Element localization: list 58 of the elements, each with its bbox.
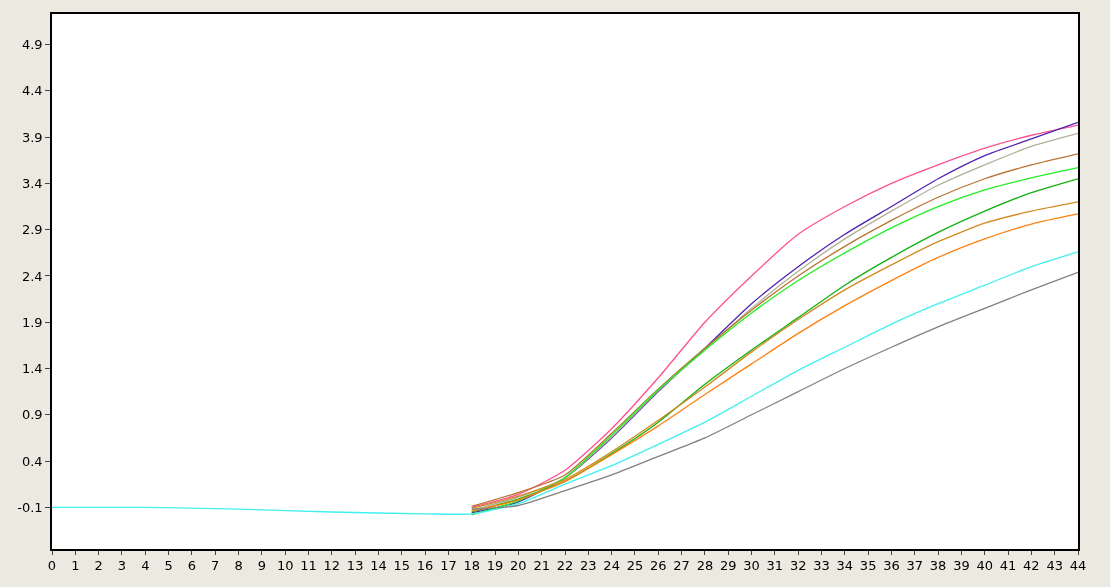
x-tick-label: 30 [743,558,760,574]
y-tick-label: 0.9 [21,407,43,423]
x-tick-label: 17 [440,558,457,574]
x-tick-label: 14 [370,558,387,574]
x-tick-label: 2 [94,558,103,574]
x-tick-label: 24 [603,558,620,574]
x-tick-label: 4 [141,558,150,574]
x-tick-label: 35 [859,558,877,574]
y-tick-label: 0.4 [21,453,43,469]
y-tick-label: -0.1 [17,499,43,515]
y-tick-label: 4.9 [21,37,43,53]
x-tick-label: 16 [416,558,434,574]
x-tick-label: 22 [556,558,574,574]
x-tick-label: 42 [1023,558,1040,574]
x-tick-label: 26 [650,558,667,574]
x-tick-label: 8 [234,558,243,574]
x-tick-label: 19 [486,558,504,574]
x-tick-label: 32 [789,558,807,574]
x-tick-label: 31 [766,558,784,574]
x-tick-label: 1 [71,558,80,574]
x-tick-label: 18 [463,558,480,574]
y-tick-label: 2.9 [21,222,43,238]
x-tick-label: 11 [300,558,317,574]
line-series [52,251,1078,515]
x-tick-label: 5 [164,558,173,574]
x-tick-label: 0 [47,558,57,574]
x-tick-label: 27 [673,558,690,574]
y-tick-label: 4.4 [21,83,43,99]
y-tick-label: 1.9 [21,314,43,330]
x-tick-label: 40 [976,558,993,574]
x-tick-label: 37 [906,558,924,574]
x-tick-label: 29 [719,558,737,574]
line-series [471,271,1078,510]
x-tick-label: 25 [626,558,644,574]
x-tick-label: 34 [836,558,854,574]
y-tick-label: 1.4 [21,361,43,377]
x-tick-label: 20 [510,558,527,574]
x-tick-label: 12 [323,558,341,574]
x-tick-label: 6 [187,558,197,574]
x-tick-label: 15 [393,558,411,574]
x-tick-label: 41 [999,558,1017,574]
x-tick-label: 9 [257,558,266,574]
y-tick-label: 2.4 [21,268,43,284]
y-tick-label: 3.9 [21,129,43,145]
x-tick-label: 33 [813,558,830,574]
x-tick-label: 3 [117,558,127,574]
y-tick-label: 3.4 [21,175,43,191]
x-tick-label: 38 [929,558,947,574]
x-tick-label: 13 [346,558,364,574]
x-tick-label: 28 [696,558,714,574]
x-tick-label: 39 [953,558,970,574]
x-tick-label: 21 [533,558,550,574]
x-tick-label: 36 [883,558,900,574]
x-tick-label: 44 [1069,558,1087,574]
x-tick-label: 23 [580,558,597,574]
x-tick-label: 10 [276,558,294,574]
x-tick-label: 43 [1046,558,1063,574]
x-tick-label: 7 [211,558,220,574]
